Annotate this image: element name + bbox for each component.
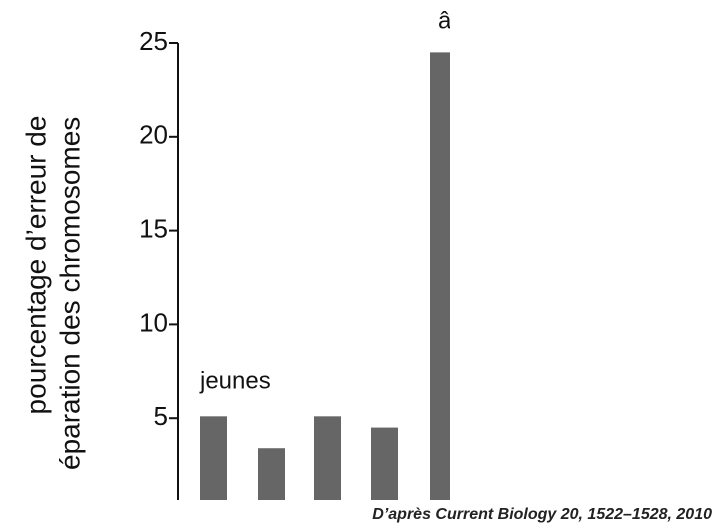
group-label: â: [438, 7, 452, 34]
bar: [430, 52, 450, 500]
y-tick-label: 20: [139, 120, 168, 150]
plot-area: pourcentage d’erreur de éparation des ch…: [20, 7, 452, 525]
bar: [258, 448, 285, 500]
y-tick-label: 0: [154, 495, 168, 525]
y-tick-label: 5: [154, 401, 168, 431]
y-tick-label: 10: [139, 307, 168, 337]
y-tick-label: 15: [139, 213, 168, 243]
y-tick-label: 25: [139, 26, 168, 56]
group-label: jeunes: [199, 367, 271, 394]
bar: [371, 427, 398, 500]
y-axis-label: pourcentage d’erreur de: [20, 116, 51, 415]
y-axis-label: éparation des chromosomes: [54, 117, 85, 470]
source-note: D’après Current Biology 20, 1522–1528, 2…: [372, 506, 712, 523]
bar: [200, 416, 227, 500]
bar: [314, 416, 341, 500]
